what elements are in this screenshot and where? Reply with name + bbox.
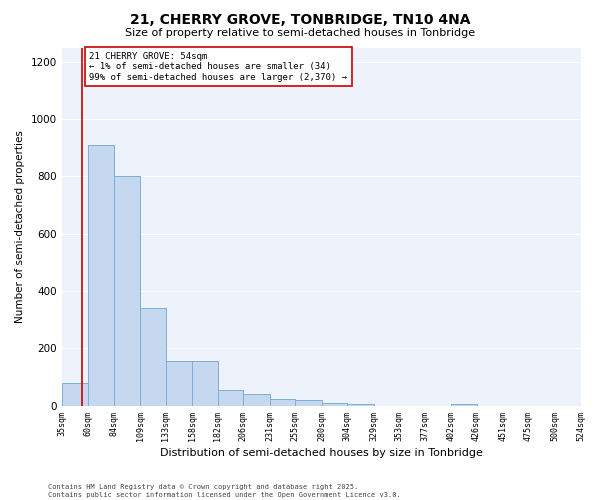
Bar: [88, 145, 113, 406]
Bar: [166, 362, 192, 406]
X-axis label: Distribution of semi-detached houses by size in Tonbridge: Distribution of semi-detached houses by …: [160, 448, 482, 458]
Y-axis label: Number of semi-detached properties: Number of semi-detached properties: [15, 130, 25, 323]
Bar: [113, 176, 140, 406]
Bar: [295, 400, 322, 406]
Bar: [192, 362, 218, 406]
Bar: [243, 394, 269, 406]
Bar: [451, 404, 476, 406]
Text: 21 CHERRY GROVE: 54sqm
← 1% of semi-detached houses are smaller (34)
99% of semi: 21 CHERRY GROVE: 54sqm ← 1% of semi-deta…: [89, 52, 347, 82]
Text: Size of property relative to semi-detached houses in Tonbridge: Size of property relative to semi-detach…: [125, 28, 475, 38]
Bar: [62, 383, 88, 406]
Bar: [347, 404, 374, 406]
Bar: [140, 308, 166, 406]
Text: Contains HM Land Registry data © Crown copyright and database right 2025.
Contai: Contains HM Land Registry data © Crown c…: [48, 484, 401, 498]
Bar: [322, 403, 347, 406]
Text: 21, CHERRY GROVE, TONBRIDGE, TN10 4NA: 21, CHERRY GROVE, TONBRIDGE, TN10 4NA: [130, 12, 470, 26]
Bar: [269, 398, 295, 406]
Bar: [218, 390, 243, 406]
